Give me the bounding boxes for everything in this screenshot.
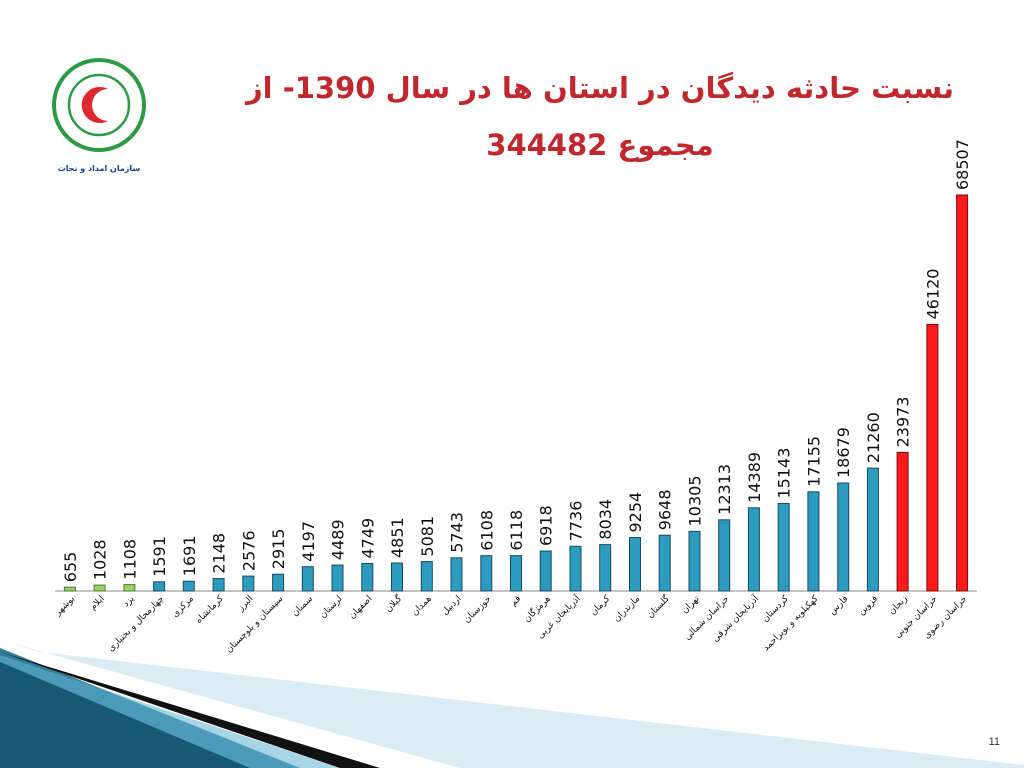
- bar: [777, 503, 790, 592]
- data-label: 2148: [210, 533, 229, 574]
- bar: [599, 544, 612, 592]
- bar: [807, 491, 820, 592]
- data-label: 15143: [775, 448, 794, 499]
- bar: [539, 550, 552, 592]
- data-label: 1028: [91, 539, 110, 580]
- data-label: 23973: [894, 396, 913, 447]
- bar: [718, 519, 731, 592]
- bar: [242, 575, 255, 592]
- bar: [63, 586, 76, 592]
- data-label: 68507: [953, 139, 972, 190]
- data-label: 2915: [269, 528, 288, 569]
- bar: [420, 561, 433, 592]
- bar: [272, 573, 285, 592]
- bar: [391, 562, 403, 592]
- data-label: 46120: [923, 268, 942, 319]
- data-label: 21260: [864, 412, 883, 463]
- data-label: 4749: [358, 518, 377, 559]
- bar: [956, 194, 969, 592]
- data-label: 12313: [715, 464, 734, 515]
- slide-title-line-1: نسبت حادثه دیدگان در استان ها در سال 139…: [245, 71, 955, 105]
- crescent-icon: [81, 87, 108, 123]
- bar: [450, 557, 463, 592]
- data-label: 5081: [418, 516, 437, 557]
- bar: [896, 451, 909, 592]
- data-label: 6118: [507, 510, 526, 551]
- data-label: 5743: [448, 512, 467, 553]
- red-crescent-logo: سازمان امداد و نجات: [52, 58, 146, 173]
- logo-inner-ring: [67, 73, 131, 137]
- data-label: 9254: [626, 492, 645, 533]
- bar: [93, 584, 106, 592]
- bar: [747, 507, 760, 592]
- data-label: 1108: [120, 539, 139, 580]
- data-label: 1591: [150, 536, 169, 577]
- bar: [629, 537, 641, 592]
- bar: [688, 530, 701, 592]
- bar: [866, 467, 879, 592]
- data-label: 8034: [596, 499, 615, 540]
- data-label: 10305: [686, 475, 705, 526]
- bar: [926, 323, 939, 592]
- data-label: 4197: [299, 521, 318, 562]
- data-label: 9648: [656, 489, 675, 530]
- bar: [212, 578, 225, 592]
- bar: [510, 555, 522, 592]
- data-label: 1691: [180, 535, 199, 576]
- bar: [569, 545, 582, 592]
- data-label: 655: [61, 552, 80, 583]
- bar: [480, 555, 493, 592]
- bar: [182, 580, 195, 592]
- data-label: 7736: [567, 501, 586, 542]
- data-label: 17155: [804, 436, 823, 487]
- data-label: 6108: [477, 510, 496, 551]
- data-label: 4489: [329, 519, 348, 560]
- slide-number: 11: [988, 736, 1000, 748]
- data-label: 6918: [537, 505, 556, 546]
- bar: [658, 534, 671, 592]
- data-label: 2576: [239, 530, 258, 571]
- slide-title-line-2: مجموع 344482: [486, 128, 714, 162]
- data-label: 4851: [388, 517, 407, 558]
- bar: [123, 584, 136, 592]
- data-label: 14389: [745, 452, 764, 503]
- logo-caption: سازمان امداد و نجات: [58, 164, 141, 173]
- bar: [301, 566, 314, 592]
- bar: [153, 581, 166, 592]
- bar: [837, 482, 850, 592]
- data-label: 18679: [834, 427, 853, 478]
- bar: [361, 563, 374, 592]
- bar: [331, 564, 344, 592]
